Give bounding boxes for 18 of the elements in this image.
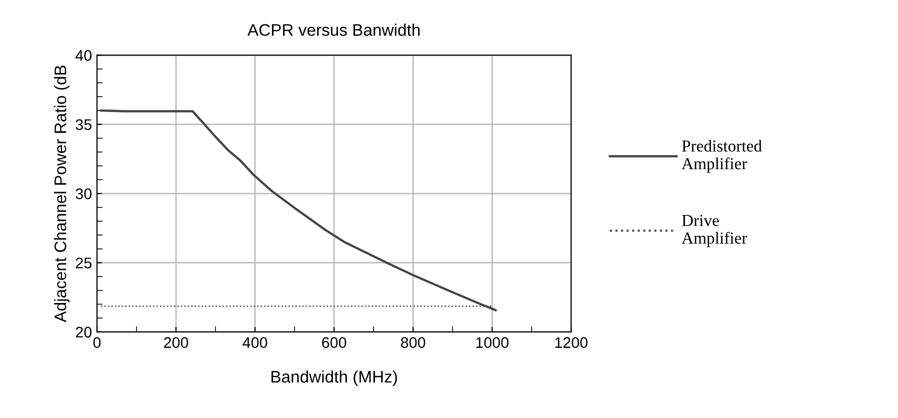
y-tick-label: 25 (76, 258, 92, 268)
x-tick-label: 200 (164, 337, 188, 348)
line-series (100, 109, 497, 312)
x-tick-label: 1000 (476, 337, 508, 348)
x-tick-label: 0 (93, 337, 101, 348)
chart-title: ACPR versus Banwidth (247, 24, 420, 36)
x-tick-label: 1200 (555, 337, 588, 348)
x-tick-label: 800 (401, 337, 426, 348)
x-tick-label: 400 (242, 337, 268, 348)
x-tick-label: 600 (322, 337, 346, 348)
y-tick-label: 20 (76, 326, 92, 338)
y-axis-title: Adjacent Channel Power Ratio (dB (54, 66, 70, 322)
y-tick-label: 35 (76, 119, 92, 130)
legend-label: Predistorted Amplifier (682, 140, 762, 173)
legend-label: Drive Amplifier (682, 214, 748, 248)
x-axis-title: Bandwidth (MHz) (272, 370, 397, 386)
y-tick-label: 40 (75, 50, 92, 61)
y-tick-label: 30 (76, 188, 92, 200)
